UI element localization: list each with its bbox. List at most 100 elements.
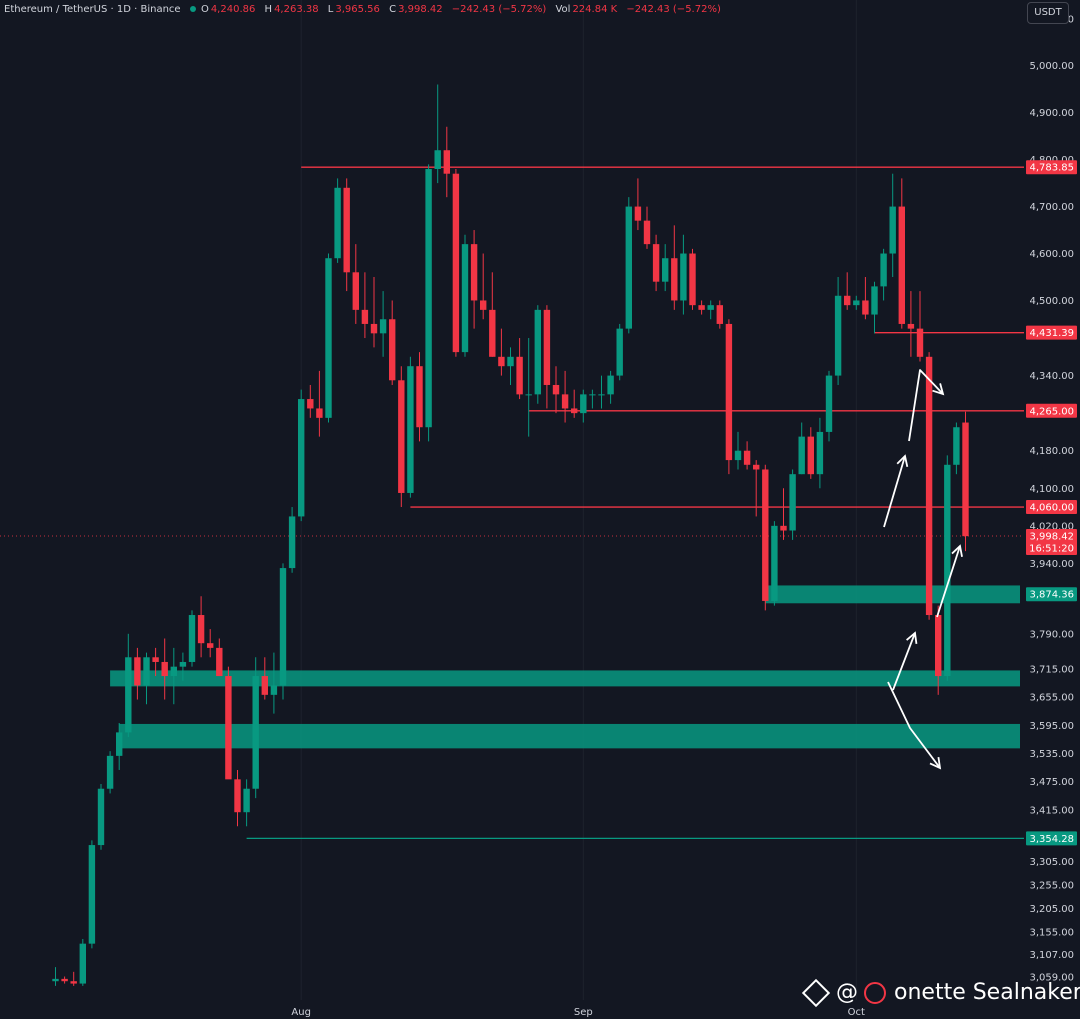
candle-body	[470, 244, 478, 301]
high-label: H	[264, 4, 273, 15]
candle-body	[516, 356, 523, 395]
projection-arrow	[883, 455, 906, 528]
y-tick-label: 5,000.00	[1029, 61, 1074, 72]
low-label: L	[327, 4, 334, 15]
candle-body	[525, 394, 532, 396]
open-label: O	[200, 4, 209, 15]
candle-body	[370, 323, 378, 334]
candle-body	[88, 845, 96, 944]
candle-body	[944, 464, 951, 677]
candle-body	[534, 309, 541, 395]
candle-body	[116, 732, 123, 756]
watermark-at: @	[836, 980, 858, 1005]
candle-body	[853, 300, 860, 306]
candle-body	[625, 206, 632, 329]
candle-body	[288, 516, 296, 569]
candle-body	[552, 384, 560, 395]
candle-body	[461, 244, 469, 353]
y-tick-label: 3,715.00	[1029, 665, 1074, 676]
y-tick-label: 4,500.00	[1029, 296, 1074, 307]
candle-body	[880, 253, 887, 287]
candle-body	[489, 309, 496, 357]
price-badge-label: 3,998.42	[1029, 531, 1074, 542]
candle-body	[889, 206, 896, 254]
low-value: 3,965.56	[335, 4, 380, 15]
candle-body	[762, 469, 769, 601]
candle-body	[361, 309, 369, 324]
candle-body	[79, 943, 86, 984]
y-tick-label: 3,205.00	[1029, 904, 1074, 915]
candle-body	[753, 464, 760, 470]
y-tick-label: 3,107.00	[1029, 950, 1074, 961]
candle-body	[434, 150, 441, 170]
price-badge	[1026, 500, 1077, 515]
watermark-name: onette Sealnaker	[894, 980, 1080, 1005]
candle-body	[52, 978, 59, 982]
projection-arrow	[936, 545, 961, 618]
candle-body	[689, 253, 696, 306]
price-axis[interactable]: 5,100.005,000.004,900.004,800.004,700.00…	[1026, 14, 1077, 983]
close-label: C	[389, 4, 397, 15]
symbol-title[interactable]: Ethereum / TetherUS · 1D · Binance	[4, 4, 181, 15]
candle-body	[834, 295, 842, 376]
candle-body	[197, 615, 205, 644]
projection-arrow	[908, 369, 944, 442]
candle-body	[671, 258, 678, 301]
y-tick-label: 3,475.00	[1029, 777, 1074, 788]
candle-body	[261, 676, 268, 695]
candle-body	[507, 356, 514, 367]
candle-body	[307, 399, 314, 409]
currency-button[interactable]: USDT	[1027, 2, 1069, 24]
y-tick-label: 3,155.00	[1029, 927, 1074, 938]
candle-body	[216, 647, 223, 677]
binance-logo-icon	[801, 978, 831, 1008]
price-badge	[1026, 403, 1077, 418]
candle-body	[143, 657, 150, 686]
badge-icon	[864, 982, 886, 1004]
level-lines	[246, 166, 1024, 840]
candle-body	[789, 474, 796, 531]
candle-body	[561, 394, 569, 409]
time-axis[interactable]: AugSepOctNo	[291, 1007, 1080, 1018]
price-badge	[1026, 831, 1077, 846]
price-badge	[1026, 587, 1077, 602]
candle-body	[962, 422, 969, 537]
price-badge	[1026, 528, 1077, 555]
y-tick-label: 4,700.00	[1029, 202, 1074, 213]
candle-body	[325, 258, 332, 418]
y-tick-label: 3,595.00	[1029, 721, 1074, 732]
candle-body	[225, 676, 232, 780]
candle-body	[106, 755, 114, 789]
candle-body	[243, 788, 250, 813]
candle-body	[707, 305, 714, 310]
candle-body	[97, 788, 105, 846]
candle-body	[207, 643, 214, 648]
candle-body	[652, 244, 660, 282]
candle-body	[152, 657, 159, 662]
candle-body	[379, 319, 387, 334]
candle-body	[252, 676, 259, 789]
price-badge-label: 4,783.85	[1029, 163, 1074, 174]
y-tick-label: 4,180.00	[1029, 446, 1074, 457]
candle-body	[343, 187, 350, 273]
candle-body	[416, 366, 423, 428]
candle-body	[179, 661, 187, 667]
price-badge-label: 3,874.36	[1029, 590, 1074, 601]
price-badge-label: 4,060.00	[1029, 503, 1074, 514]
arrow-head	[951, 544, 963, 557]
y-tick-label: 3,790.00	[1029, 629, 1074, 640]
candle-body	[916, 328, 924, 357]
x-tick-label: Sep	[574, 1007, 593, 1018]
y-tick-label: 3,059.00	[1029, 972, 1074, 983]
y-tick-label: 4,340.00	[1029, 371, 1074, 382]
vol-change-value: −242.43 (−5.72%)	[626, 4, 721, 15]
candle-body	[398, 380, 405, 493]
x-tick-label: Oct	[848, 1007, 865, 1018]
candle-body	[634, 206, 642, 221]
support-zones	[110, 585, 1021, 749]
y-tick-label: 4,600.00	[1029, 249, 1074, 260]
candle-body	[170, 666, 177, 677]
candle-body	[543, 309, 551, 385]
candle-body	[334, 187, 341, 259]
